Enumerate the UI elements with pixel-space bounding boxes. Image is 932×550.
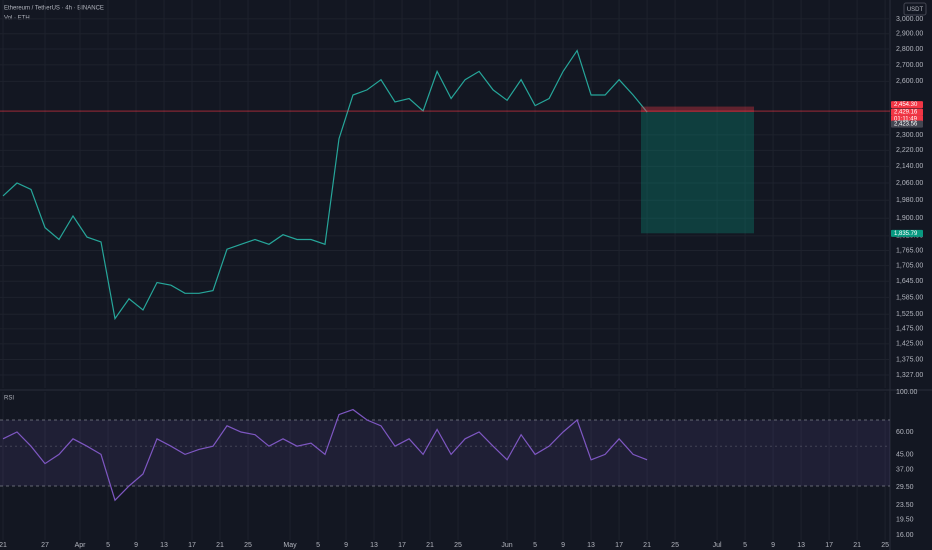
x-tick-label: 5 xyxy=(743,542,747,549)
y-tick-label: 1,705.00 xyxy=(896,262,923,269)
y-tick-label: 2,220.00 xyxy=(896,147,923,154)
y-tick-label: 3,000.00 xyxy=(896,16,923,23)
x-tick-label: 21 xyxy=(0,542,7,549)
x-tick-label: 5 xyxy=(316,542,320,549)
x-tick-label: 21 xyxy=(643,542,651,549)
y-tick-label: 1,980.00 xyxy=(896,197,923,204)
y-tick-label: 1,765.00 xyxy=(896,247,923,254)
x-tick-label: May xyxy=(283,542,297,549)
stop-label-bg xyxy=(891,101,923,109)
price-line xyxy=(2,49,648,321)
y-tick-label: 16.00 xyxy=(896,532,914,539)
countdown-bg xyxy=(891,115,923,123)
y-tick-label: 2,060.00 xyxy=(896,180,923,187)
y-tick-label: 2,140.00 xyxy=(896,163,923,170)
entry-label: 2,423.56 xyxy=(894,122,918,128)
y-tick-label: 29.50 xyxy=(896,484,914,491)
x-tick-label: 21 xyxy=(216,542,224,549)
x-tick-label: 9 xyxy=(134,542,138,549)
rsi-label: RSI xyxy=(4,396,14,402)
x-tick-label: 21 xyxy=(426,542,434,549)
x-tick-label: 27 xyxy=(41,542,49,549)
y-tick-label: 23.50 xyxy=(896,502,914,509)
x-tick-label: 25 xyxy=(454,542,462,549)
rsi-line xyxy=(2,408,648,502)
target-label-bg xyxy=(891,229,923,237)
y-tick-label: 1,525.00 xyxy=(896,311,923,318)
x-tick-label: 9 xyxy=(344,542,348,549)
y-tick-label: 2,900.00 xyxy=(896,31,923,38)
stop-label: 2,454.30 xyxy=(894,102,918,108)
y-tick-label: 2,600.00 xyxy=(896,78,923,85)
y-tick-label: 45.00 xyxy=(896,451,914,458)
current-price-label-bg xyxy=(891,108,923,116)
x-tick-label: 5 xyxy=(533,542,537,549)
y-tick-label: 37.00 xyxy=(896,467,914,474)
y-tick-label: 1,900.00 xyxy=(896,215,923,222)
y-tick-label: 60.00 xyxy=(896,429,914,436)
y-tick-label: 1,425.00 xyxy=(896,341,923,348)
x-tick-label: 5 xyxy=(106,542,110,549)
x-tick-label: 9 xyxy=(561,542,565,549)
y-tick-label: 1,585.00 xyxy=(896,294,923,301)
x-tick-label: 13 xyxy=(160,542,168,549)
entry-label-bg xyxy=(891,120,923,128)
y-tick-label: 1,645.00 xyxy=(896,278,923,285)
current-price-label: 2,429.16 xyxy=(894,110,918,116)
countdown: 01:11:49 xyxy=(894,117,918,123)
x-tick-label: 17 xyxy=(398,542,406,549)
x-tick-label: Jul xyxy=(713,542,722,549)
y-tick-label: 100.00 xyxy=(896,389,918,396)
target-label: 1,835.79 xyxy=(894,231,918,237)
x-tick-label: 17 xyxy=(615,542,623,549)
x-tick-label: 25 xyxy=(671,542,679,549)
x-tick-label: 17 xyxy=(188,542,196,549)
x-tick-label: Apr xyxy=(75,542,87,549)
chart-title: Ethereum / TetherUS · 4h · BINANCE xyxy=(4,6,104,12)
x-tick-label: 13 xyxy=(797,542,805,549)
unit-box[interactable] xyxy=(903,2,927,16)
x-tick-label: 17 xyxy=(825,542,833,549)
y-tick-label: 2,800.00 xyxy=(896,46,923,53)
x-tick-label: 25 xyxy=(244,542,252,549)
x-tick-label: 25 xyxy=(881,542,889,549)
x-tick-label: 13 xyxy=(587,542,595,549)
y-tick-label: 1,375.00 xyxy=(896,356,923,363)
rsi-band-fill xyxy=(0,420,890,487)
x-tick-label: 13 xyxy=(370,542,378,549)
y-tick-label: 2,700.00 xyxy=(896,62,923,69)
y-tick-label: 19.50 xyxy=(896,516,914,523)
y-tick-label: 1,327.00 xyxy=(896,372,923,379)
y-tick-label: 1,475.00 xyxy=(896,326,923,333)
position-target-zone xyxy=(641,112,754,234)
y-tick-label: 2,300.00 xyxy=(896,132,923,139)
x-tick-label: 21 xyxy=(853,542,861,549)
x-tick-label: 9 xyxy=(771,542,775,549)
x-tick-label: Jun xyxy=(501,542,512,549)
unit-label[interactable]: USDT xyxy=(907,7,924,13)
position-stop-zone xyxy=(641,106,754,113)
